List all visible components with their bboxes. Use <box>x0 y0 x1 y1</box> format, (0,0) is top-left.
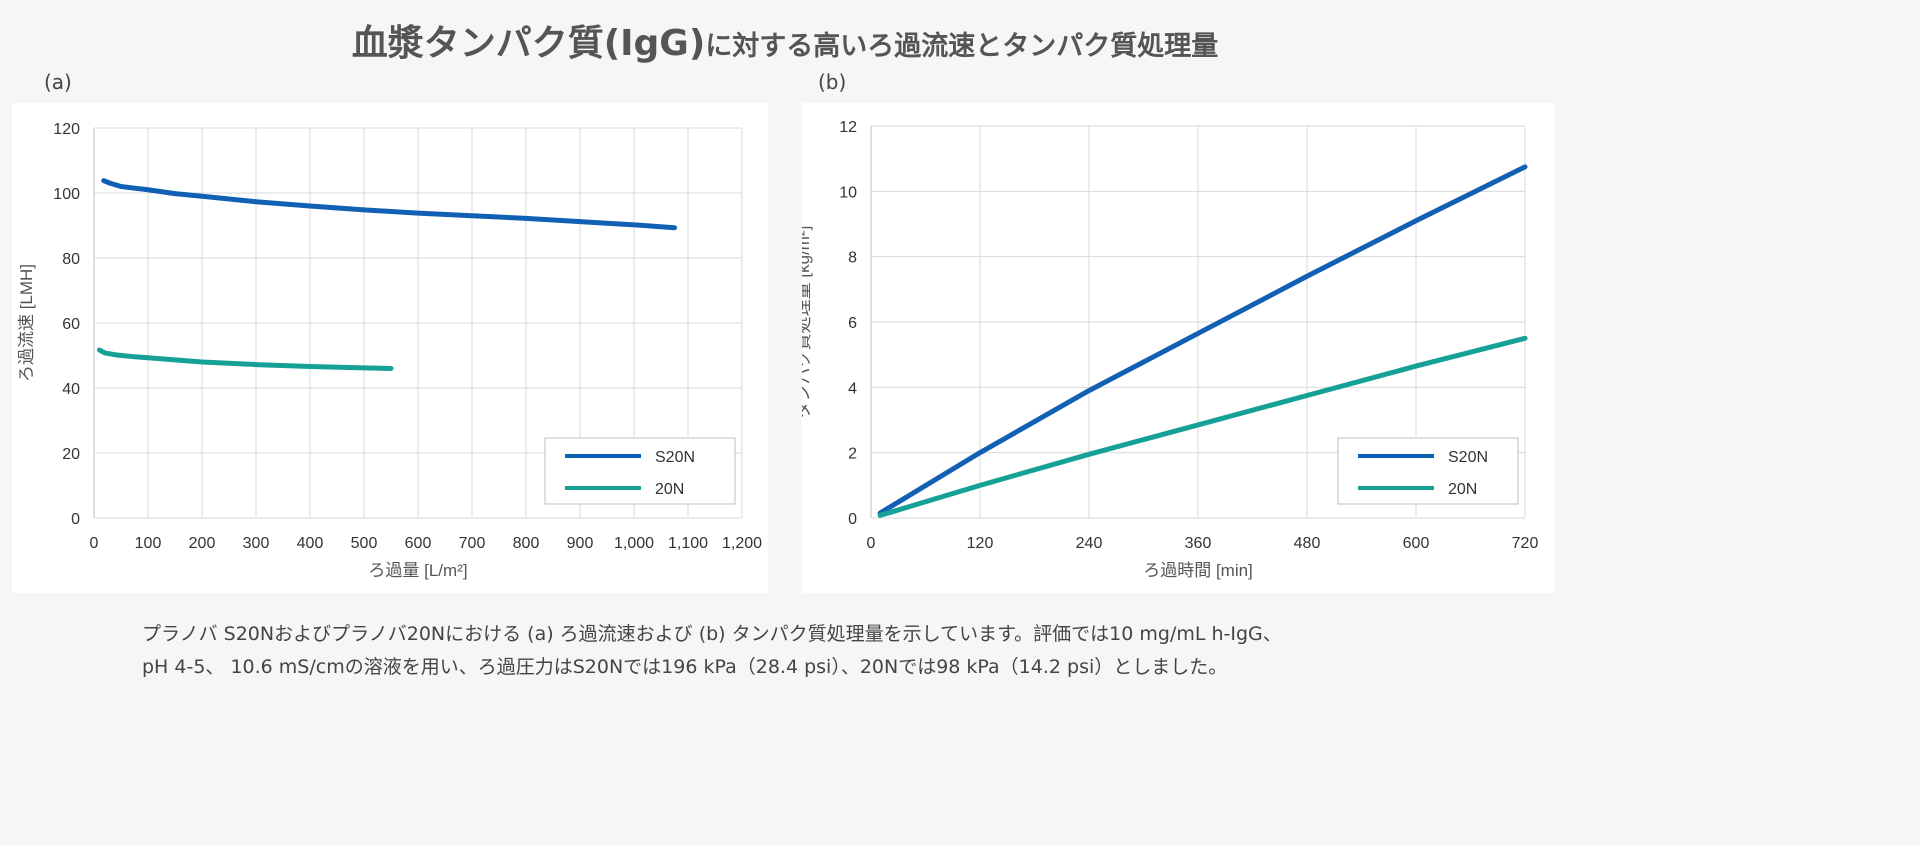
legend <box>1337 437 1519 505</box>
x-axis-title: ろ過量 [L/m²] <box>368 561 467 580</box>
title-rest: に対する高いろ過流速とタンパク質処理量 <box>705 31 1219 62</box>
chart-panel-b: 0 120 240 360 480 600 720 0 2 4 6 8 10 12 ろ過時間 [min] タン… <box>794 103 1555 593</box>
x-tick-label: 1,100 <box>668 535 708 552</box>
x-tick-label: 0 <box>867 535 876 552</box>
title-main: 血漿タンパク質(IgG) <box>351 23 706 64</box>
chart-a: 0 100 200 300 400 500 600 700 800 900 1,000 1,100 1,… <box>17 121 762 580</box>
y-tick-label: 40 <box>62 381 80 398</box>
x-tick-label: 1,000 <box>614 535 654 552</box>
series-line-20n <box>96 347 394 371</box>
y-axis-title: ろ過流速 [LMH] <box>17 264 36 382</box>
x-tick-label: 480 <box>1294 535 1321 552</box>
x-tick-label: 700 <box>459 535 486 552</box>
x-axis-title: ろ過時間 [min] <box>1143 561 1253 580</box>
y-tick-label: 100 <box>53 186 80 203</box>
x-tick-label: 600 <box>1403 535 1430 552</box>
legend-label-s20n: S20N <box>1448 449 1488 466</box>
x-tick-label: 800 <box>513 535 540 552</box>
chart-b: 0 120 240 360 480 600 720 0 2 4 6 8 10 12 ろ過時間 [min] タン… <box>794 119 1539 580</box>
x-tick-label: 0 <box>90 535 99 552</box>
y-tick-label: 0 <box>848 511 857 528</box>
y-tick-label: 120 <box>53 121 80 138</box>
chart-panel-a: 0 100 200 300 400 500 600 700 800 900 1,000 1,100 1,… <box>12 103 768 593</box>
x-tick-label: 120 <box>967 535 994 552</box>
y-tick-label: 60 <box>62 316 80 333</box>
x-tick-label: 360 <box>1185 535 1212 552</box>
legend <box>544 437 736 505</box>
legend-label-20n: 20N <box>1448 481 1477 498</box>
y-tick-label: 4 <box>848 380 857 397</box>
y-tick-label: 2 <box>848 446 857 463</box>
x-tick-label: 240 <box>1076 535 1103 552</box>
y-tick-label: 8 <box>848 250 857 267</box>
y-axis-title: タンパク質処理量 [kg/m²] <box>802 226 813 419</box>
page-title: 血漿タンパク質(IgG)に対する高いろ過流速とタンパク質処理量 <box>0 14 1570 66</box>
x-tick-label: 200 <box>189 535 216 552</box>
x-tick-label: 720 <box>1512 535 1539 552</box>
panel-label-a: (a) <box>44 70 72 94</box>
y-tick-label: 20 <box>62 446 80 463</box>
series-line-20n <box>877 335 1528 518</box>
caption-line-2: pH 4-5、 10.6 mS/cmの溶液を用い、ろ過圧力はS20Nでは196 … <box>142 656 1228 678</box>
x-tick-label: 1,200 <box>722 535 762 552</box>
x-tick-label: 600 <box>405 535 432 552</box>
y-tick-label: 80 <box>62 251 80 268</box>
x-tick-label: 300 <box>243 535 270 552</box>
series-line-s20n <box>101 178 677 231</box>
panel-label-b: (b) <box>818 70 847 94</box>
legend-label-20n: 20N <box>655 481 684 498</box>
x-tick-label: 100 <box>135 535 162 552</box>
figure-caption: プラノバ S20Nおよびプラノバ20Nにおける (a) ろ過流速および (b) … <box>142 618 1542 684</box>
x-tick-label: 900 <box>567 535 594 552</box>
x-tick-label: 500 <box>351 535 378 552</box>
series-line-s20n <box>877 164 1528 516</box>
caption-line-1: プラノバ S20Nおよびプラノバ20Nにおける (a) ろ過流速および (b) … <box>142 623 1282 645</box>
y-tick-label: 6 <box>848 315 857 332</box>
y-tick-label: 12 <box>839 119 857 136</box>
x-tick-label: 400 <box>297 535 324 552</box>
y-tick-label: 10 <box>839 184 857 201</box>
y-tick-label: 0 <box>71 511 80 528</box>
legend-label-s20n: S20N <box>655 449 695 466</box>
